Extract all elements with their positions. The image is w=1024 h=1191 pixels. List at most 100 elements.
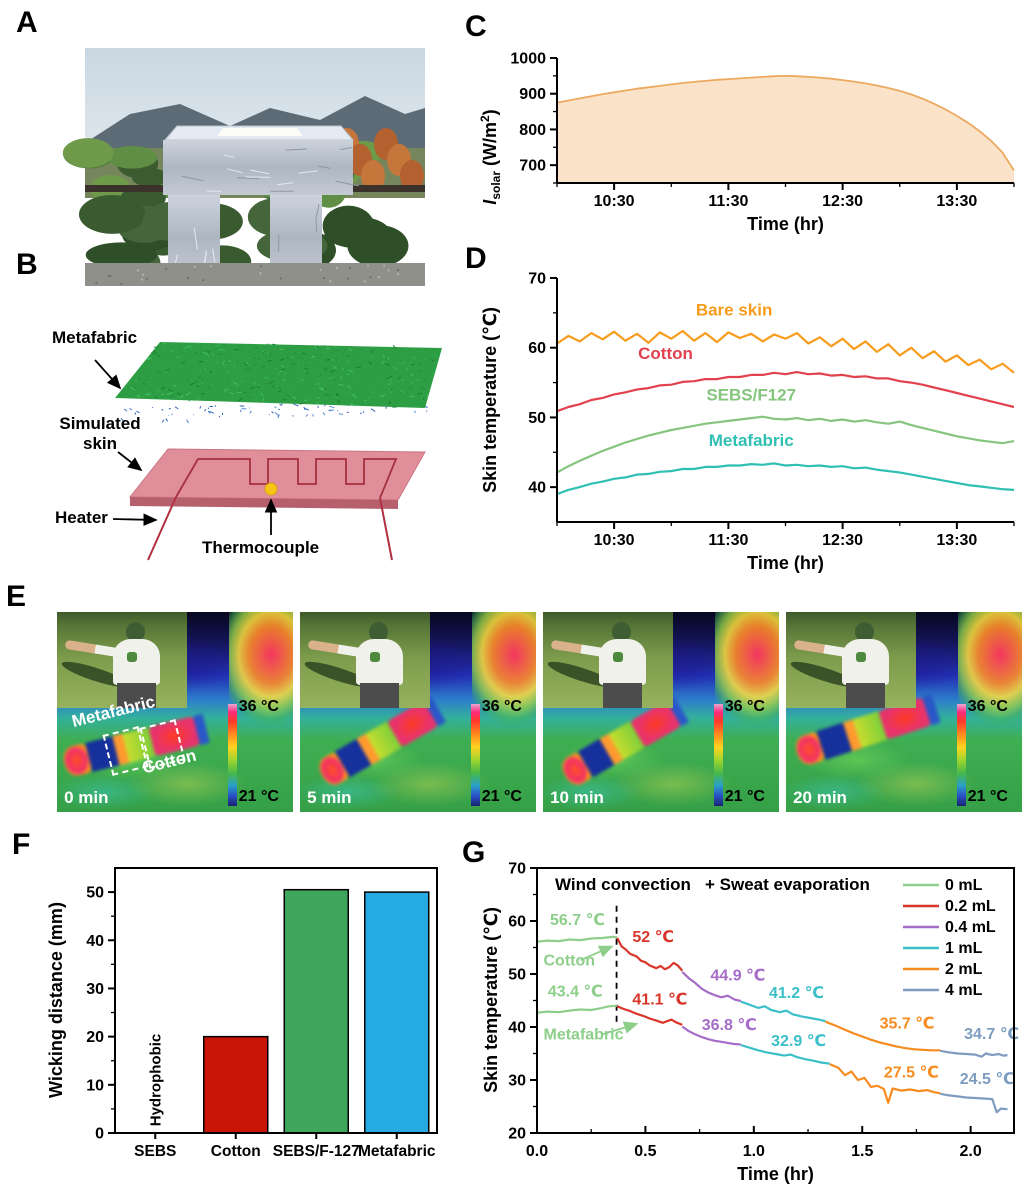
time-label: 5 min	[307, 788, 352, 807]
fiber	[247, 358, 250, 360]
tree	[131, 167, 168, 187]
fiber	[148, 391, 151, 395]
legend-label: 0.2 mL	[945, 898, 996, 915]
speckle	[120, 282, 123, 285]
speckle	[141, 278, 144, 281]
mat-fringe	[203, 408, 207, 412]
scale-min-label: 21 °C	[724, 788, 765, 805]
fiber	[316, 345, 320, 349]
fiber	[410, 373, 414, 377]
annotation-275: 27.5 ℃	[884, 1064, 939, 1081]
person-shirt	[598, 638, 646, 685]
bar-metafabric	[364, 891, 430, 1134]
legend-label: 0.4 mL	[945, 919, 996, 936]
speckle	[366, 264, 370, 267]
fiber	[237, 345, 242, 348]
fiber	[335, 394, 338, 398]
table-front	[163, 140, 353, 195]
series-label: SEBS/F127	[706, 386, 796, 405]
y-tick-label: 60	[508, 914, 526, 931]
speckle	[193, 265, 196, 268]
annotation-368: 36.8 ℃	[702, 1017, 757, 1034]
schematic-diagram	[94, 342, 442, 561]
fiber	[232, 382, 238, 385]
heater-wire-left	[147, 496, 177, 561]
y-tick-label: 20	[86, 1029, 104, 1046]
fiber	[407, 364, 411, 368]
fiber	[190, 379, 195, 383]
speckle	[107, 274, 110, 277]
mat-fringe	[370, 408, 376, 412]
fiber	[236, 355, 241, 359]
fiber	[167, 388, 173, 392]
fiber	[340, 375, 343, 379]
person-head	[611, 621, 632, 642]
fiber	[347, 354, 350, 358]
x-tick-label: 10:30	[594, 193, 635, 210]
speckle	[346, 277, 350, 280]
fiber	[137, 377, 141, 380]
label-simulated: Simulated	[59, 414, 141, 433]
outdoor-setup-photo	[62, 48, 425, 286]
y-tick-label: 60	[528, 340, 546, 357]
fiber	[346, 372, 351, 376]
fiber	[432, 354, 437, 358]
y-tick-label: 50	[528, 410, 546, 427]
person-pants	[602, 683, 642, 708]
mat-fringe	[322, 412, 326, 416]
speckle	[141, 273, 145, 276]
fiber	[335, 358, 338, 362]
fiber	[342, 368, 344, 371]
person-arm	[307, 639, 363, 657]
scale-max-label: 36 °C	[481, 698, 522, 715]
scale-min-label: 21 °C	[481, 788, 522, 805]
solar-line	[556, 75, 1015, 171]
mat-fringe	[280, 402, 283, 406]
y-tick-label: 70	[508, 861, 526, 878]
fiber	[167, 382, 170, 385]
fiber	[423, 378, 427, 382]
fiber	[282, 378, 286, 381]
scale-min-label: 21 °C	[238, 788, 279, 805]
speckle	[259, 272, 262, 275]
fiber	[388, 379, 393, 381]
person-head	[854, 621, 875, 642]
legend-label: 1 mL	[945, 940, 983, 957]
label-simulated-skin: Simulated skin	[52, 414, 148, 453]
thermal-face-blob	[472, 612, 536, 776]
tree	[62, 138, 114, 168]
fiber	[411, 363, 416, 366]
fiber	[333, 349, 339, 352]
foil-crinkle	[277, 182, 294, 186]
fiber	[238, 397, 243, 402]
callout-arrow	[94, 359, 122, 390]
fiber	[196, 396, 199, 400]
fiber	[145, 356, 151, 361]
fiber	[388, 383, 391, 386]
fiber	[173, 385, 177, 387]
y-tick-label: 0	[95, 1126, 104, 1143]
fiber	[409, 361, 412, 364]
mat-fringe	[316, 405, 320, 408]
panel-label-g: G	[462, 836, 486, 869]
segment-metafabric-04mL	[681, 1025, 741, 1046]
mat-fringe	[123, 408, 128, 412]
fiber	[368, 361, 372, 365]
annotation-52: 52 ℃	[632, 929, 674, 946]
fiber	[417, 392, 423, 395]
mat-fringe	[249, 410, 252, 414]
fiber	[291, 386, 297, 389]
plot-frame	[114, 867, 438, 1134]
metafabric-mat	[115, 342, 442, 408]
annotation-567: 56.7 ℃	[550, 912, 605, 929]
fiber	[233, 370, 237, 373]
scale-min-label: 21 °C	[967, 788, 1008, 805]
segment-metafabric-1mL	[740, 1043, 830, 1065]
fiber	[157, 389, 159, 393]
fiber	[334, 379, 336, 382]
fiber	[243, 362, 249, 366]
segment-metafabric-0mL	[536, 1004, 618, 1014]
skin-temperature-chart: Bare skin Cotton SEBS/F127 Metafabric 40 50 60…	[480, 271, 1015, 573]
fiber	[200, 393, 205, 395]
